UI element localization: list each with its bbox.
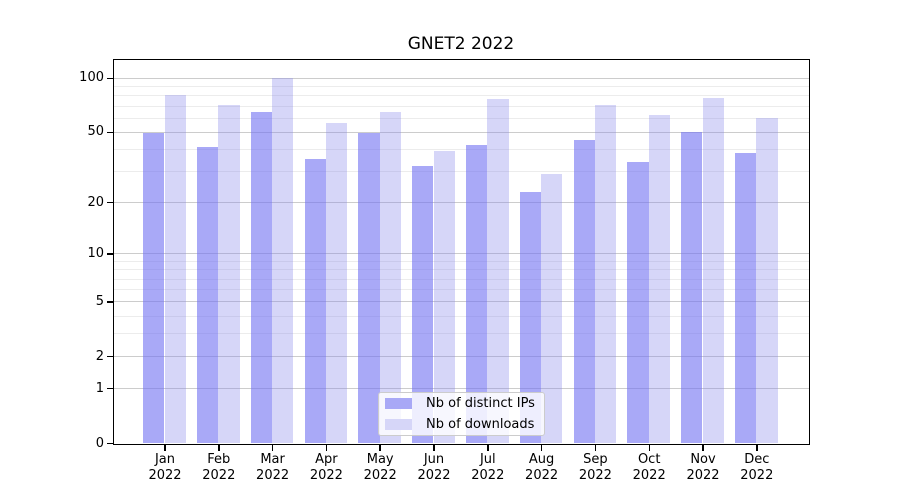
gridline-minor-7 (114, 278, 809, 280)
y-tick-label-50: 50 (87, 124, 104, 140)
gridline-major-50 (114, 131, 809, 133)
x-tick-may (379, 444, 381, 451)
bar-downloads-oct (648, 115, 671, 443)
x-tick-label-jun: Jun 2022 (417, 452, 451, 483)
x-tick-label-nov: Nov 2022 (686, 452, 720, 483)
gridline-minor-90 (114, 86, 809, 88)
bar-distinct-ips-may (358, 133, 380, 443)
bar-downloads-apr (325, 123, 348, 443)
chart-title: GNET2 2022 (407, 34, 515, 54)
gridline-major-10 (114, 253, 809, 255)
gridline-minor-4 (114, 315, 809, 317)
x-tick-oct (648, 444, 650, 451)
bar-downloads-mar (272, 77, 294, 443)
bar-downloads-feb (218, 104, 240, 443)
legend-label-downloads: Nb of downloads (426, 416, 535, 432)
legend-swatch-distinct-ips-icon (385, 398, 412, 409)
bar-downloads-jun (433, 151, 455, 443)
y-tick-20 (107, 201, 113, 204)
plot-area: Nb of distinct IPs Nb of downloads (113, 59, 810, 445)
legend-label-distinct-ips: Nb of distinct IPs (426, 395, 535, 411)
gridline-minor-8 (114, 269, 809, 271)
y-tick-label-10: 10 (87, 245, 104, 261)
legend-swatch-downloads-icon (385, 419, 412, 430)
y-tick-50 (107, 131, 113, 134)
y-tick-0 (107, 442, 113, 445)
bar-downloads-jan (164, 95, 186, 443)
bar-distinct-ips-jun (412, 166, 434, 443)
y-tick-label-20: 20 (87, 194, 104, 210)
y-tick-100 (107, 77, 113, 80)
x-tick-apr (325, 444, 328, 451)
gridline-minor-30 (114, 171, 809, 173)
bar-distinct-ips-aug (519, 191, 542, 443)
bar-downloads-may (379, 111, 402, 443)
bar-distinct-ips-nov (681, 131, 703, 443)
y-tick-label-0: 0 (95, 435, 104, 451)
y-tick-label-5: 5 (95, 293, 104, 309)
gridline-major-20 (114, 202, 809, 204)
y-tick-label-1: 1 (95, 380, 104, 396)
x-tick-jan (164, 444, 166, 451)
gridline-minor-80 (114, 95, 809, 97)
gridline-major-1 (114, 388, 809, 390)
y-tick-1 (107, 387, 113, 390)
bar-downloads-dec (756, 117, 778, 443)
x-tick-label-jan: Jan 2022 (148, 452, 182, 483)
x-tick-feb (218, 444, 220, 451)
gridline-major-100 (114, 77, 809, 79)
bar-downloads-nov (702, 98, 724, 443)
x-tick-label-feb: Feb 2022 (202, 452, 236, 483)
legend: Nb of distinct IPs Nb of downloads (378, 392, 545, 436)
gridline-major-2 (114, 356, 809, 358)
bar-distinct-ips-dec (734, 153, 757, 443)
gridline-minor-3 (114, 333, 809, 335)
x-tick-label-sep: Sep 2022 (578, 452, 612, 483)
x-tick-label-dec: Dec 2022 (740, 452, 774, 483)
y-tick-5 (107, 301, 113, 303)
gridline-minor-60 (114, 117, 809, 119)
x-tick-label-apr: Apr 2022 (309, 452, 343, 483)
x-tick-label-oct: Oct 2022 (632, 452, 666, 483)
gridline-major-5 (114, 301, 809, 303)
x-tick-mar (271, 444, 274, 451)
y-tick-label-100: 100 (79, 70, 104, 86)
bar-downloads-aug (541, 173, 563, 443)
bar-distinct-ips-feb (196, 147, 219, 443)
gridlines-layer (114, 60, 809, 444)
legend-layer: Nb of distinct IPs Nb of downloads (114, 60, 809, 444)
y-tick-2 (107, 355, 113, 358)
gridline-minor-6 (114, 289, 809, 290)
bar-downloads-sep (594, 104, 617, 443)
legend-item-downloads: Nb of downloads (379, 414, 544, 435)
bar-distinct-ips-sep (573, 140, 595, 443)
bars-layer (114, 60, 809, 444)
gridline-minor-70 (114, 105, 809, 107)
x-tick-nov (702, 444, 704, 451)
x-tick-label-may: May 2022 (363, 452, 397, 483)
x-tick-jul (487, 444, 489, 451)
x-tick-label-mar: Mar 2022 (256, 452, 290, 483)
x-tick-jun (433, 444, 435, 451)
y-tick-10 (107, 253, 113, 255)
x-tick-label-aug: Aug 2022 (525, 452, 559, 483)
bar-distinct-ips-jan (143, 133, 165, 443)
gridline-minor-9 (114, 260, 809, 262)
y-tick-label-2: 2 (95, 348, 104, 364)
x-tick-sep (594, 444, 597, 451)
legend-item-distinct-ips: Nb of distinct IPs (379, 393, 544, 414)
bar-distinct-ips-mar (250, 111, 273, 443)
bar-distinct-ips-apr (304, 159, 326, 443)
bar-distinct-ips-jul (465, 145, 488, 443)
x-tick-aug (540, 444, 543, 451)
gridline-minor-40 (114, 149, 809, 151)
x-tick-dec (756, 444, 758, 451)
x-tick-label-jul: Jul 2022 (471, 452, 505, 483)
bar-distinct-ips-oct (627, 161, 649, 443)
bar-downloads-jul (487, 99, 509, 443)
